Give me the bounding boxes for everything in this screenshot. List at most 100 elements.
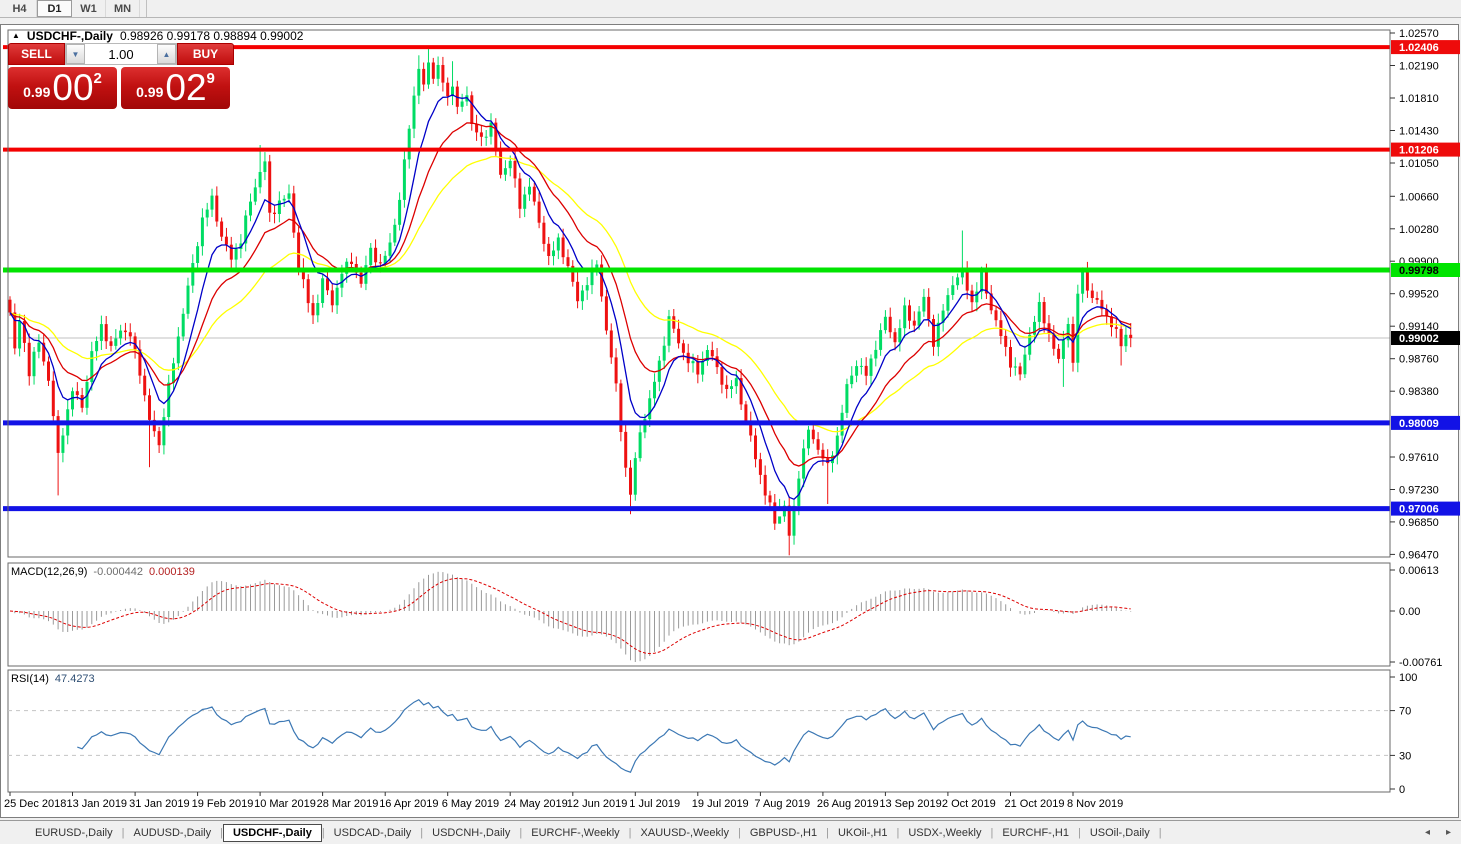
candle: [1129, 323, 1133, 348]
candles-group: [8, 48, 1133, 556]
candle: [653, 373, 656, 408]
candle: [734, 370, 738, 394]
price-tag-label: 0.97006: [1399, 504, 1439, 516]
candle: [609, 323, 613, 364]
price-axis-tick: 1.00280: [1399, 224, 1439, 236]
candle: [503, 160, 507, 181]
price-tag-label: 0.99002: [1399, 333, 1439, 345]
sell-price-sup: 2: [93, 70, 102, 87]
candle: [951, 276, 955, 300]
candle: [893, 328, 897, 351]
candle: [167, 374, 171, 427]
candle: [244, 210, 248, 252]
timeframe-button-d1[interactable]: D1: [37, 0, 72, 17]
tab-eurchf-h1[interactable]: EURCHF-,H1: [1002, 826, 1069, 839]
candle: [99, 315, 103, 350]
candle: [1119, 323, 1123, 366]
date-axis-label: 19 Feb 2019: [192, 798, 254, 810]
buy-quote-panel[interactable]: 0.99 02 9: [121, 67, 230, 109]
candle: [903, 297, 907, 338]
candle: [37, 334, 41, 359]
candle: [388, 233, 392, 262]
candle: [451, 61, 454, 106]
candle: [402, 150, 406, 208]
macd-group: [9, 571, 1132, 662]
tab-divider: |: [628, 826, 632, 839]
tab-usdx-weekly[interactable]: USDX-,Weekly: [908, 826, 982, 839]
candle: [446, 77, 450, 106]
candle: [51, 371, 55, 424]
tab-eurchf-weekly[interactable]: EURCHF-,Weekly: [531, 826, 620, 839]
tab-eurusd-daily[interactable]: EURUSD-,Daily: [35, 826, 113, 839]
tab-divider: |: [321, 826, 325, 839]
tab-usoil-daily[interactable]: USOil-,Daily: [1089, 826, 1150, 839]
candle: [1004, 329, 1008, 357]
candle: [667, 309, 671, 353]
candle: [778, 498, 782, 524]
candle: [571, 260, 575, 287]
candle: [186, 277, 190, 319]
tab-scroll-arrows: ◂ ▸: [1425, 827, 1451, 838]
sell-quote-panel[interactable]: 0.99 00 2: [8, 67, 117, 109]
tab-usdcad-daily[interactable]: USDCAD-,Daily: [333, 826, 412, 839]
candle: [215, 186, 219, 227]
buy-button[interactable]: BUY: [177, 43, 234, 65]
chart-ohlc-values: 0.98926 0.99178 0.98894 0.99002: [119, 29, 304, 43]
candle: [431, 57, 435, 84]
candle: [720, 362, 724, 394]
candle: [691, 353, 695, 373]
timeframe-button-mn[interactable]: MN: [106, 0, 140, 17]
tab-xauusd-weekly[interactable]: XAUUSD-,Weekly: [640, 826, 729, 839]
candle: [624, 423, 628, 477]
ma-fast-line: [9, 94, 1132, 500]
candle: [787, 496, 791, 556]
candle: [518, 172, 522, 219]
rsi-axis-tick: 100: [1399, 672, 1417, 684]
tab-scroll-left-icon[interactable]: ◂: [1424, 827, 1430, 838]
candle: [196, 242, 200, 272]
tab-scroll-right-icon[interactable]: ▸: [1445, 827, 1451, 838]
timeframe-button-h4[interactable]: H4: [3, 0, 37, 17]
candle: [552, 241, 555, 266]
candle: [845, 378, 849, 418]
volume-increase-button[interactable]: ▲: [157, 44, 176, 64]
tab-ukoil-h1[interactable]: UKOil-,H1: [837, 826, 888, 839]
candle: [912, 311, 916, 333]
sell-button[interactable]: SELL: [8, 43, 65, 65]
date-axis-label: 19 Jul 2019: [692, 798, 749, 810]
rsi-line: [77, 698, 1131, 773]
date-axis-label: 10 Mar 2019: [254, 798, 316, 810]
tab-usdchf-daily[interactable]: USDCHF-,Daily: [222, 823, 322, 842]
candle: [393, 218, 397, 247]
candle: [1057, 344, 1061, 364]
price-axis-tick: 1.01810: [1399, 93, 1439, 105]
tab-gbpusd-h1[interactable]: GBPUSD-,H1: [749, 826, 818, 839]
timeframe-button-w1[interactable]: W1: [72, 0, 106, 17]
volume-input[interactable]: 1.00: [85, 44, 157, 64]
candle: [600, 255, 604, 302]
price-axis-tick: 1.01050: [1399, 158, 1439, 170]
candle: [119, 324, 123, 345]
candle: [104, 316, 108, 349]
candle: [484, 130, 488, 146]
rsi-value: 47.4273: [54, 673, 95, 685]
candle: [427, 48, 430, 89]
candle: [90, 341, 94, 391]
candle: [725, 375, 729, 399]
candle: [619, 379, 623, 442]
candle: [956, 273, 960, 290]
chart-symbol-label: USDCHF-,Daily: [26, 29, 113, 43]
tab-divider: |: [220, 826, 223, 839]
candle: [585, 277, 589, 300]
tab-divider: |: [990, 826, 994, 839]
buy-price-prefix: 0.99: [136, 84, 164, 100]
candle: [1100, 290, 1104, 316]
candle: [460, 93, 464, 112]
candle: [13, 303, 17, 355]
rsi-panel-frame: [7, 669, 1391, 793]
tab-audusd-daily[interactable]: AUDUSD-,Daily: [133, 826, 212, 839]
tab-usdcnh-daily[interactable]: USDCNH-,Daily: [432, 826, 511, 839]
buy-price-sup: 9: [206, 70, 215, 87]
volume-decrease-button[interactable]: ▼: [66, 44, 85, 64]
